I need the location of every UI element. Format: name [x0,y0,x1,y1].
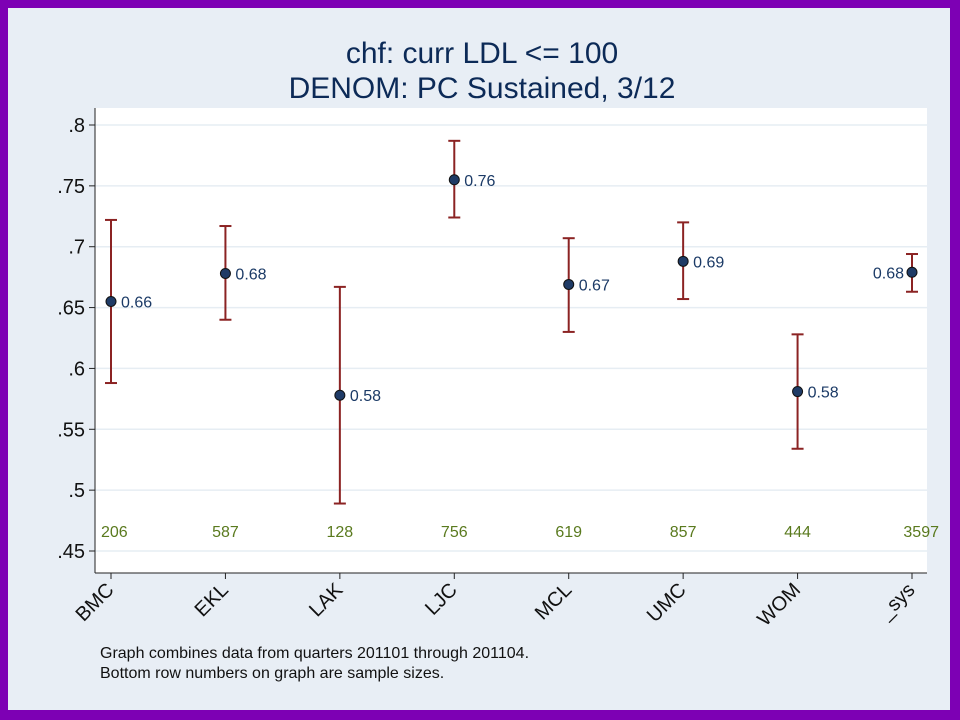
x-tick-label-umc: UMC [643,579,691,627]
sample-size-label: 444 [784,524,811,541]
footnote-2: Bottom row numbers on graph are sample s… [100,665,444,682]
y-tick-label: .45 [57,541,85,563]
data-point [563,278,575,290]
y-tick-label: .65 [57,298,85,320]
value-label: 0.67 [579,277,610,294]
chart-svg: chf: curr LDL <= 100 DENOM: PC Sustained… [57,37,939,682]
grid-layer [95,124,927,552]
value-label: 0.58 [350,388,381,405]
x-tick-label-bmc: BMC [72,579,119,626]
y-tick-label: .5 [68,480,85,502]
data-point [334,389,346,401]
y-tick-label: .7 [68,237,85,259]
x-tick-label-lak: LAK [305,579,348,622]
value-label: 0.68 [235,266,266,283]
chart-title-line-2: DENOM: PC Sustained, 3/12 [289,72,676,105]
y-tick-label: .6 [68,358,85,380]
x-tick-label-wom: WOM [753,579,805,631]
data-point [792,386,804,398]
data-point [105,295,117,307]
chart-title-line-1: chf: curr LDL <= 100 [346,37,618,70]
sample-size-label: 857 [670,524,697,541]
value-label: 0.69 [693,254,724,271]
value-label: 0.58 [808,385,839,402]
data-point [906,266,918,278]
sample-size-label: 206 [101,524,128,541]
sample-size-label: 587 [212,524,239,541]
sample-size-label: 3597 [903,524,939,541]
y-tick-label: .8 [68,115,85,137]
x-tick-label-mcl: MCL [531,579,576,624]
data-point [677,255,689,267]
y-tick-label: .55 [57,419,85,441]
data-point [448,174,460,186]
value-label: 0.66 [121,294,152,311]
sample-size-label: 128 [327,524,354,541]
sample-size-label: 619 [555,524,582,541]
y-tick-label: .75 [57,176,85,198]
data-point [219,267,231,279]
value-label: 0.76 [464,173,495,190]
chart-frame: chf: curr LDL <= 100 DENOM: PC Sustained… [8,8,950,710]
marks-layer: 0.66 206 0.68 587 0.58 128 0.76 756 0.67 619 0.69 8… [101,139,939,541]
x-tick-label-ljc: LJC [421,579,462,620]
value-label: 0.68 [873,265,904,282]
plot-area [95,108,927,573]
x-tick-label-sys: _sys [874,579,919,624]
sample-size-label: 756 [441,524,468,541]
x-tick-label-ekl: EKL [191,579,233,621]
footnote-1: Graph combines data from quarters 201101… [100,645,529,662]
